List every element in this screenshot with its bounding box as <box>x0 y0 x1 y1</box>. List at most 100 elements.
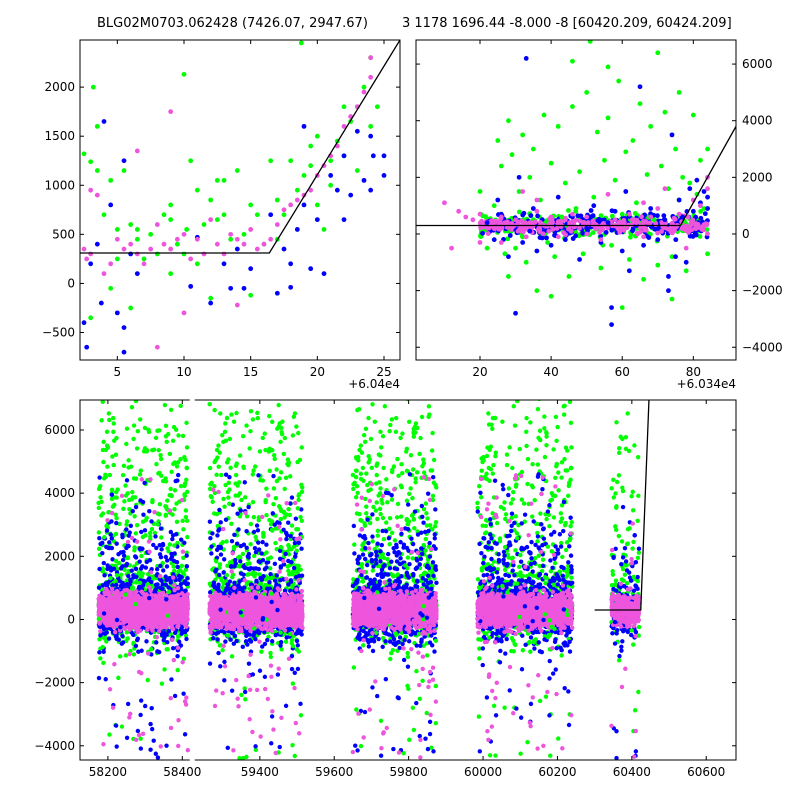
green-point <box>626 257 632 262</box>
pink-point <box>101 271 107 277</box>
pink-point <box>134 251 140 257</box>
blue-point <box>165 558 170 563</box>
blue-point <box>166 585 171 590</box>
green-point <box>223 421 228 426</box>
pink-point <box>584 214 590 220</box>
pink-point <box>519 218 525 224</box>
blue-point <box>178 582 184 587</box>
blue-point <box>268 212 274 218</box>
blue-point <box>172 693 178 699</box>
blue-point <box>124 478 130 483</box>
green-point <box>168 407 174 413</box>
green-point <box>598 265 604 271</box>
green-point <box>669 254 675 260</box>
green-point <box>328 182 334 188</box>
green-point <box>188 158 194 164</box>
green-point <box>299 518 304 524</box>
green-point <box>114 573 120 578</box>
green-point <box>104 443 110 448</box>
green-point <box>228 236 234 242</box>
blue-point <box>158 526 164 531</box>
blue-point <box>184 636 189 642</box>
green-point <box>109 487 115 493</box>
pink-point <box>659 229 664 234</box>
green-point <box>156 447 161 453</box>
pink-point <box>655 230 661 236</box>
pink-point <box>98 598 103 604</box>
pink-point <box>470 217 476 223</box>
green-point <box>534 288 540 294</box>
pink-point <box>114 236 120 242</box>
blue-point <box>580 230 586 236</box>
green-point <box>520 132 526 138</box>
pink-point <box>141 261 147 267</box>
green-point <box>140 534 146 540</box>
x-tick-label: 80 <box>686 365 701 379</box>
blue-point <box>131 632 136 638</box>
green-point <box>172 461 177 466</box>
green-point <box>134 446 140 451</box>
pink-point <box>137 623 142 628</box>
green-point <box>88 159 94 165</box>
green-point <box>278 470 284 475</box>
blue-point <box>104 528 110 533</box>
pink-point <box>112 629 118 635</box>
pink-point <box>620 219 626 224</box>
green-point <box>181 555 186 560</box>
green-point <box>114 227 120 232</box>
blue-point <box>114 634 119 639</box>
green-point <box>142 446 148 451</box>
pink-point <box>605 225 611 231</box>
blue-point <box>106 636 112 641</box>
blue-point <box>341 153 347 159</box>
green-point <box>683 268 689 274</box>
green-point <box>94 168 100 173</box>
green-point <box>229 521 234 527</box>
green-point <box>254 212 260 218</box>
green-point <box>96 616 102 622</box>
blue-point <box>151 738 156 743</box>
blue-point <box>143 565 149 570</box>
blue-point <box>673 254 678 260</box>
x-tick-label: 20 <box>310 365 325 379</box>
green-point <box>276 402 281 408</box>
pink-point <box>96 612 102 618</box>
blue-point <box>181 691 186 696</box>
blue-point <box>178 537 184 542</box>
green-point <box>101 212 107 218</box>
blue-point <box>690 208 696 214</box>
pink-point <box>180 549 186 554</box>
blue-point <box>165 640 170 645</box>
pink-point <box>570 211 575 217</box>
blue-point <box>661 213 667 219</box>
green-point <box>99 499 104 505</box>
pink-point <box>175 624 180 629</box>
pink-point <box>146 585 152 590</box>
axes-frame <box>79 39 401 361</box>
blue-point <box>108 202 114 208</box>
blue-point <box>113 723 119 728</box>
green-point <box>361 84 367 90</box>
blue-point <box>101 119 107 124</box>
green-point <box>705 146 710 152</box>
pink-point <box>621 227 627 233</box>
blue-point <box>308 266 314 272</box>
pink-point <box>679 226 685 232</box>
green-point <box>644 172 650 177</box>
pink-point <box>175 596 181 602</box>
pink-point <box>498 240 504 245</box>
blue-point <box>603 229 609 235</box>
green-point <box>598 213 604 219</box>
pink-point <box>156 628 162 634</box>
blue-point <box>126 573 131 579</box>
green-point <box>666 186 671 192</box>
green-point <box>150 447 155 453</box>
pink-point <box>140 731 146 737</box>
green-point <box>214 217 220 223</box>
green-point <box>168 486 173 492</box>
green-point <box>128 305 134 311</box>
pink-point <box>637 225 643 230</box>
pink-point <box>178 602 184 607</box>
y-tick-label: 2000 <box>742 170 773 184</box>
green-point <box>226 457 231 462</box>
